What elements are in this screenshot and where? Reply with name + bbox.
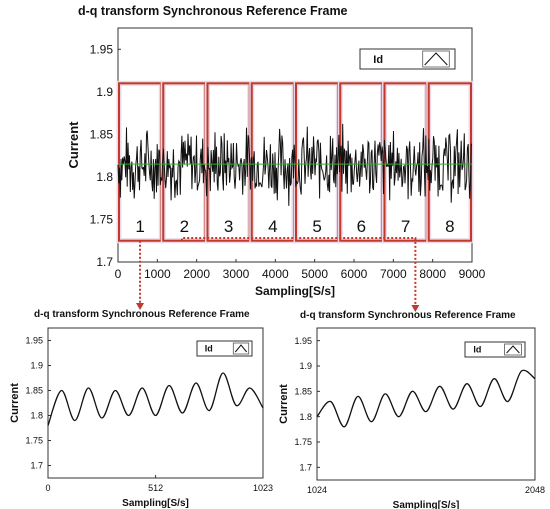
y-tick-label: 1.95 — [294, 336, 312, 346]
y-axis-label: Current — [278, 384, 290, 424]
x-tick-label: 3000 — [223, 267, 250, 281]
legend-box — [464, 341, 526, 358]
x-tick-label: 7000 — [380, 267, 407, 281]
y-tick-label: 1.95 — [90, 42, 114, 56]
x-tick-label: 1000 — [144, 267, 171, 281]
x-tick-label: 0 — [115, 267, 122, 281]
x-tick-label: 2000 — [183, 267, 210, 281]
y-tick-label: 1.85 — [90, 128, 114, 142]
segment-label-3: 3 — [224, 217, 233, 236]
y-axis-label: Current — [66, 121, 81, 169]
x-axis-label: Sampling[S/s] — [393, 500, 460, 509]
y-axis-label: Current — [9, 383, 21, 423]
legend-icon-frame — [232, 342, 250, 355]
y-tick-label: 1.85 — [294, 386, 312, 396]
x-tick-label: 9000 — [459, 267, 486, 281]
y-tick-label: 1.7 — [30, 461, 43, 471]
y-tick-label: 1.85 — [25, 386, 43, 396]
x-tick-label: 2048 — [525, 485, 545, 495]
right-chart-title: d-q transform Synchronous Reference Fram… — [300, 310, 516, 321]
legend-icon-frame — [422, 50, 450, 68]
peak-line-icon — [506, 345, 520, 354]
x-axis-label: Sampling[S/s] — [122, 498, 189, 509]
segment-label-5: 5 — [312, 217, 321, 236]
x-tick-label: 6000 — [341, 267, 368, 281]
legend-label: Id — [473, 345, 481, 355]
series-line-id-main — [117, 123, 472, 206]
x-tick-label: 1024 — [307, 485, 327, 495]
y-tick-label: 1.75 — [90, 213, 114, 227]
y-tick-label: 1.8 — [96, 170, 113, 184]
peak-line-icon — [424, 52, 448, 66]
segment-label-7: 7 — [401, 217, 410, 236]
legend-label: Id — [373, 54, 383, 66]
segment-label-8: 8 — [445, 217, 454, 236]
segment-label-1: 1 — [135, 217, 144, 236]
y-tick-label: 1.7 — [96, 255, 113, 269]
connector-right — [180, 237, 417, 306]
y-tick-label: 1.9 — [30, 361, 43, 371]
legend-box — [359, 48, 456, 70]
x-tick-label: 5000 — [301, 267, 328, 281]
connector-left-arrowhead — [136, 303, 145, 310]
x-tick-label: 512 — [148, 483, 163, 493]
series-line-id-2 — [316, 369, 536, 428]
legend-box — [196, 340, 253, 357]
y-tick-label: 1.95 — [25, 336, 43, 346]
peak-line-icon — [234, 344, 248, 353]
legend-icon-frame — [504, 343, 522, 356]
left-chart-title: d-q transform Synchronous Reference Fram… — [34, 309, 250, 320]
x-tick-label: 4000 — [262, 267, 289, 281]
main-chart-title: d-q transform Synchronous Reference Fram… — [78, 4, 348, 18]
y-tick-label: 1.7 — [299, 462, 312, 472]
x-axis-label: Sampling[S/s] — [255, 284, 335, 298]
x-tick-label: 8000 — [419, 267, 446, 281]
y-tick-label: 1.9 — [299, 361, 312, 371]
y-tick-label: 1.9 — [96, 85, 113, 99]
segment-label-4: 4 — [268, 217, 277, 236]
y-tick-label: 1.8 — [299, 412, 312, 422]
y-tick-label: 1.75 — [294, 437, 312, 447]
connector-right-arrowhead — [411, 305, 420, 312]
segment-label-2: 2 — [180, 217, 189, 236]
x-tick-label: 1023 — [253, 483, 273, 493]
legend-label: Id — [205, 344, 213, 354]
plot-frame-2 — [316, 327, 536, 481]
y-tick-label: 1.75 — [25, 436, 43, 446]
x-tick-label: 0 — [45, 483, 50, 493]
segment-label-6: 6 — [357, 217, 366, 236]
y-tick-label: 1.8 — [30, 411, 43, 421]
series-line-id-1 — [47, 372, 264, 426]
